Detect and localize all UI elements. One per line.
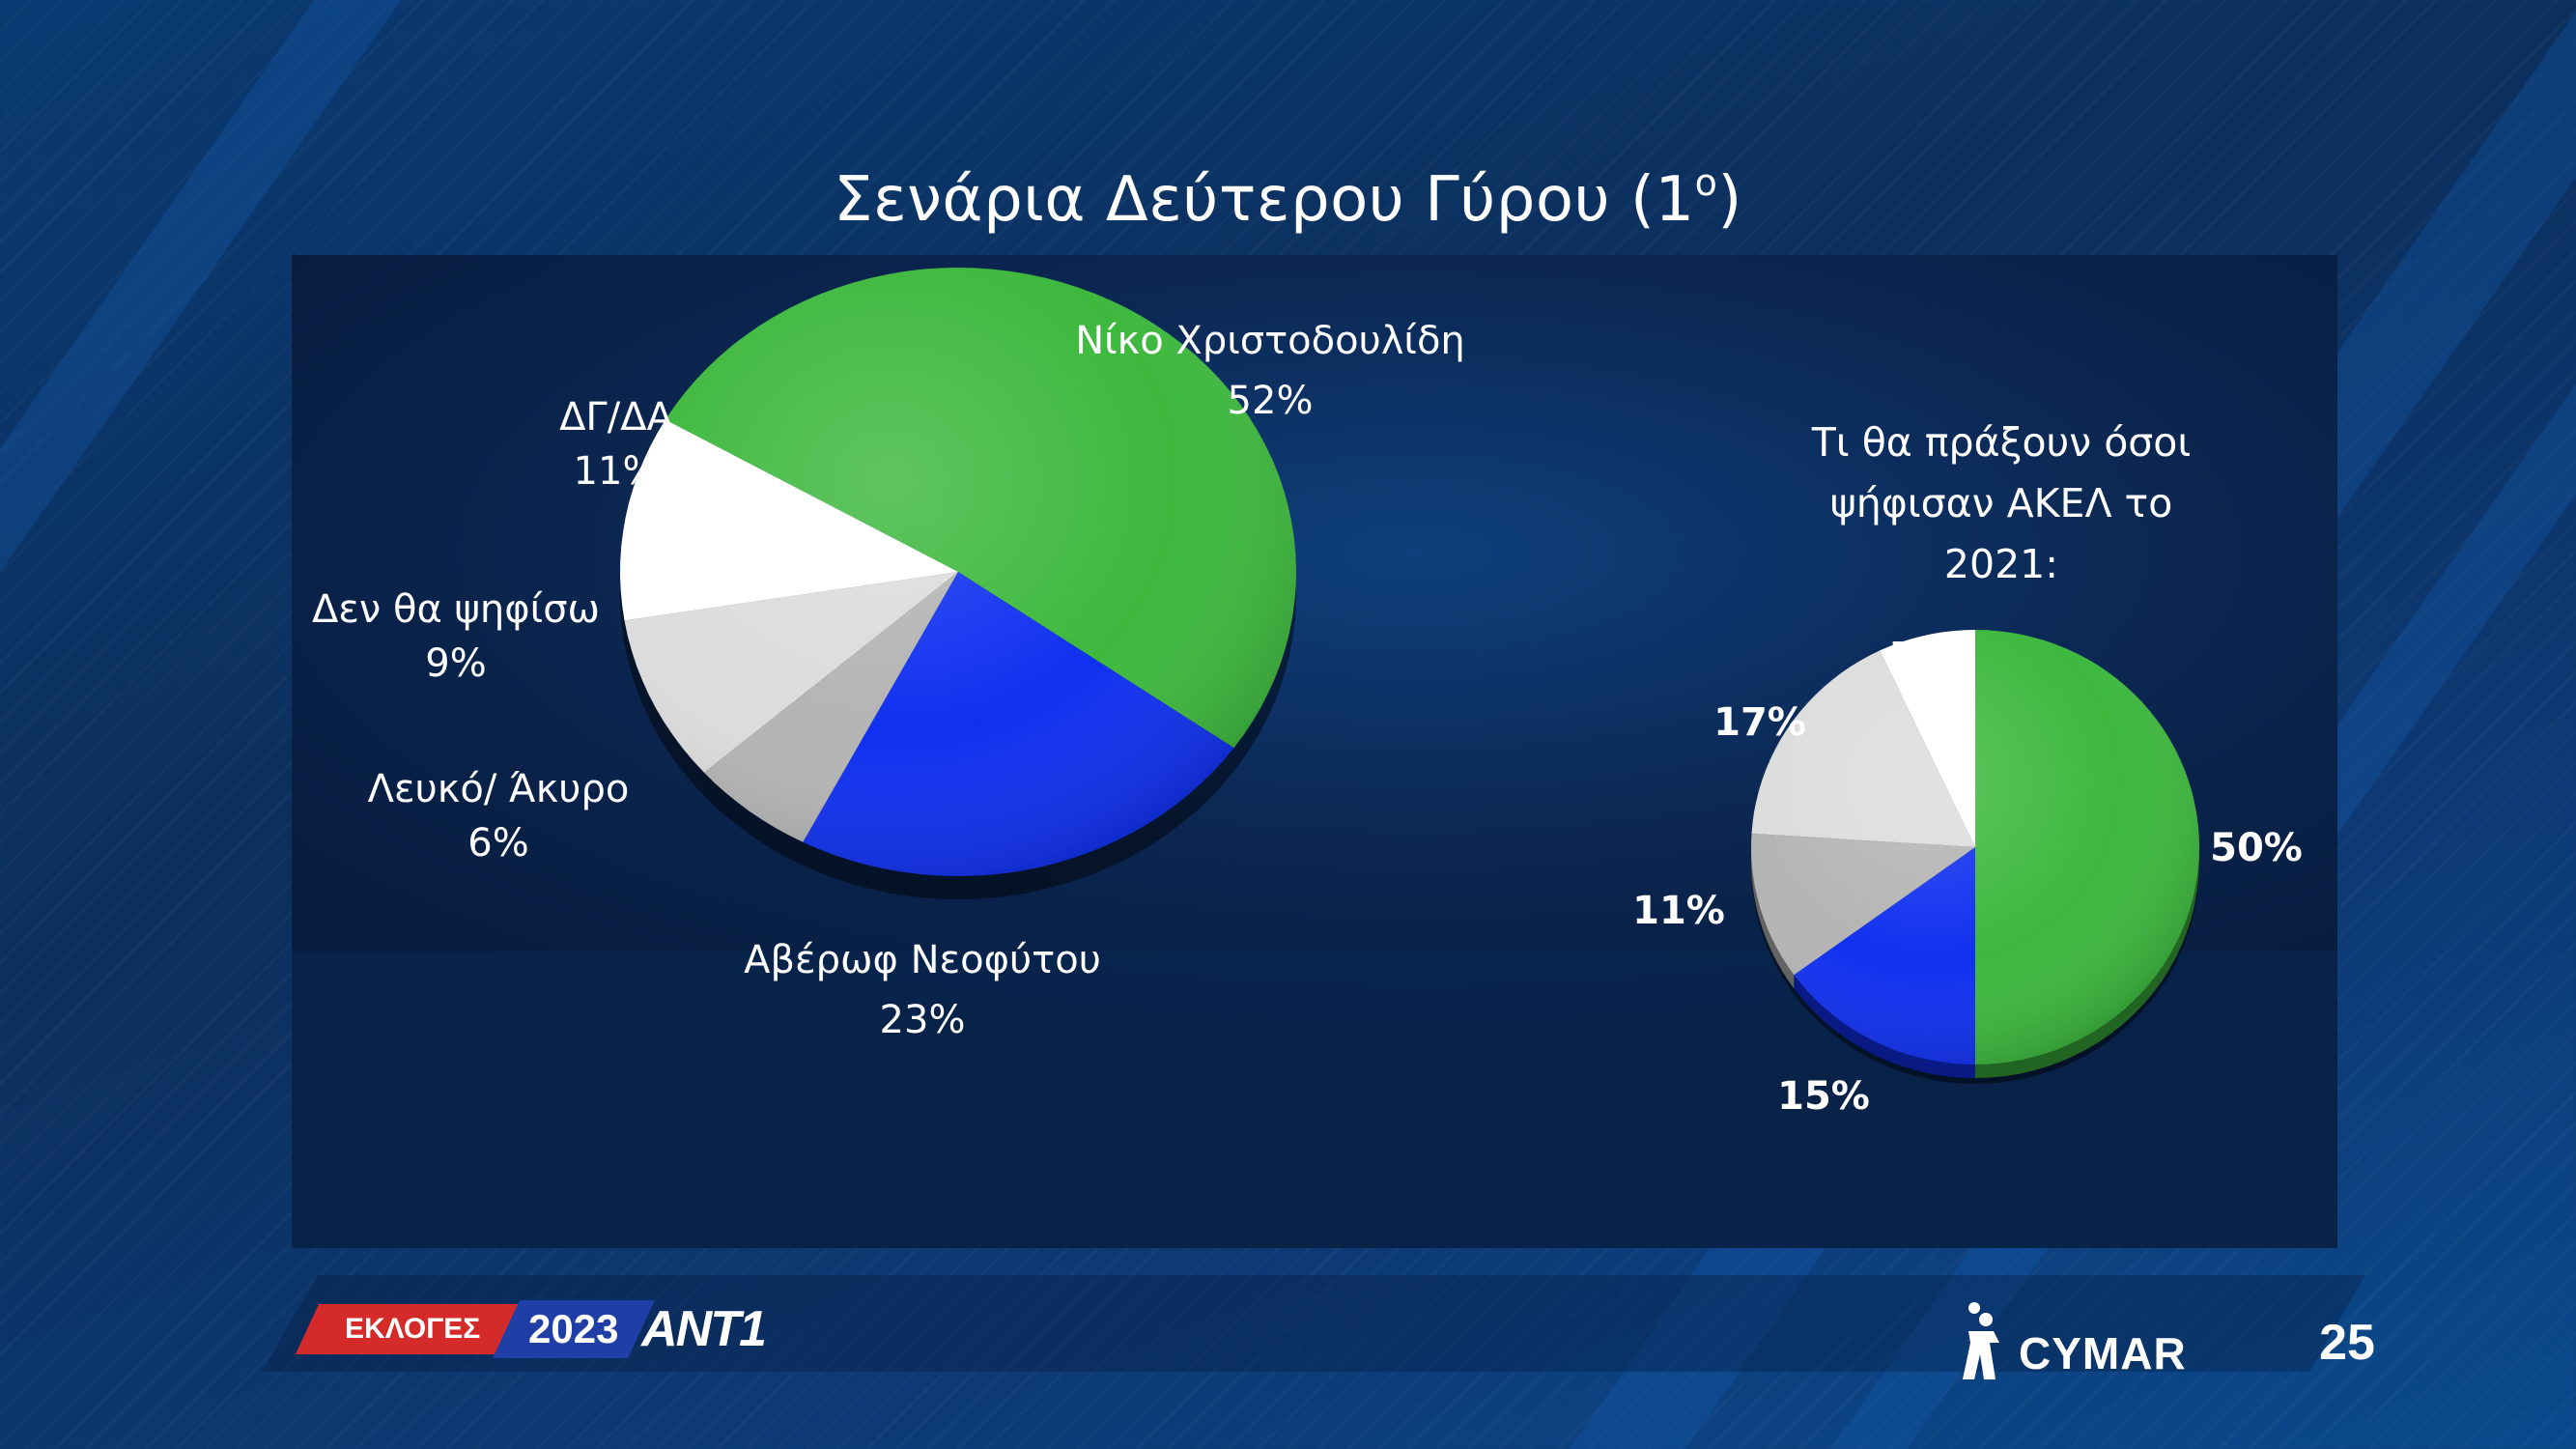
cymar-wordmark: CYMAR — [2019, 1328, 2187, 1378]
secondary-pie-side-1 — [1794, 975, 1975, 1078]
secondary-pie-side-2 — [1751, 847, 1795, 989]
slice-value-secondary-blue: 15% — [1777, 1074, 1870, 1119]
slice-label-dont-know: ΔΓ/ΔΑ — [559, 395, 673, 440]
slice-label-will-not-vote: Δεν θα ψηφίσω — [312, 587, 600, 632]
slice-value-dont-know: 11% — [574, 449, 660, 494]
slice-value-secondary-white: 7% — [1890, 635, 1956, 679]
slice-label-neofytou: Αβέρωφ Νεοφύτου — [744, 938, 1101, 982]
slice-value-secondary-lightgray: 17% — [1713, 700, 1806, 745]
logo-elections-badge: ΕΚΛΟΓΕΣ — [295, 1304, 530, 1354]
slice-label-blank-invalid: Λευκό/ Άκυρο — [368, 767, 630, 811]
slice-value-secondary-darkgray: 11% — [1632, 889, 1725, 933]
secondary-pie-chart — [1751, 630, 2199, 1084]
secondary-chart-title-line-3: 2021: — [1944, 541, 2058, 587]
logo-channel: ANT1 — [641, 1301, 767, 1357]
cymar-figure-icon — [1963, 1302, 1999, 1379]
slice-value-blank-invalid: 6% — [467, 821, 528, 866]
secondary-chart-title-line-1: Τι θα πράξουν όσοι — [1811, 419, 2191, 466]
slice-label-christodoulides: Νίκο Χριστοδουλίδη — [1075, 319, 1465, 363]
cymar-logo: CYMAR — [1961, 1294, 2193, 1381]
secondary-pie-shine — [1751, 630, 2199, 1065]
slide-title: Σενάρια Δεύτερου Γύρου (1ο) — [834, 160, 1742, 236]
slice-value-christodoulides: 52% — [1228, 379, 1314, 423]
slice-value-secondary-green: 50% — [2210, 826, 2303, 870]
page-number: 25 — [2319, 1315, 2375, 1371]
main-pie-chart — [620, 268, 1296, 899]
election-2023-ant1-logo: ΕΚΛΟΓΕΣ 2023 ANT1 — [295, 1294, 771, 1364]
main-pie-shine — [620, 268, 1296, 876]
slice-value-will-not-vote: 9% — [425, 641, 486, 686]
slice-value-neofytou: 23% — [880, 998, 966, 1042]
secondary-chart-title-line-2: ψήφισαν ΑΚΕΛ το — [1830, 480, 2173, 526]
